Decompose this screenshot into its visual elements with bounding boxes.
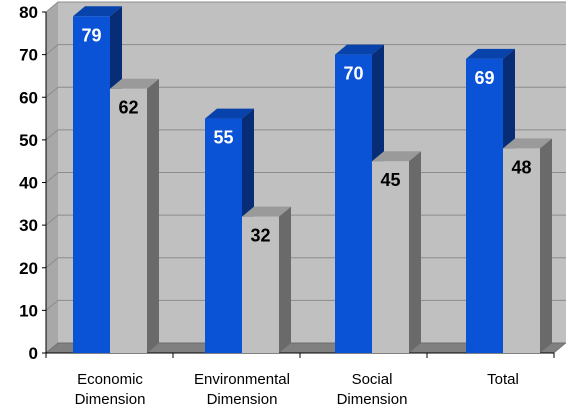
gridline [45,44,566,56]
data-label: 79 [81,25,101,45]
x-category-label: Dimension [207,391,278,408]
bar-top [372,151,421,162]
data-label: 45 [380,170,400,190]
x-category-label: Social [352,371,393,388]
data-label: 62 [118,98,138,118]
data-label: 32 [250,226,270,246]
bar [205,118,242,353]
y-tick-label: 40 [19,174,38,193]
y-tick-label: 60 [19,88,38,107]
bar [466,58,503,353]
gridline [45,1,566,13]
bar-top [503,138,552,149]
y-tick-label: 30 [19,216,38,235]
y-tick-label: 80 [19,3,38,22]
bar-top [335,44,384,55]
bar-side [409,151,421,353]
x-axis-categories: Economic Dimension Environmental Dimension S… [45,353,555,408]
bar-side [147,78,159,353]
y-tick-label: 70 [19,46,38,65]
x-category-label: Dimension [75,391,146,408]
data-labels: 79 62 55 32 70 45 69 48 [81,25,531,245]
gridline [45,86,566,98]
bar [503,148,540,353]
bar [110,88,147,353]
bar-top [242,206,291,217]
bar-side [540,138,552,353]
y-tick-label: 0 [29,344,38,363]
data-label: 55 [213,128,233,148]
x-category-label: Environmental [194,371,290,388]
bars [73,6,552,353]
data-label: 70 [343,64,363,84]
bar-top [466,48,515,59]
x-category-label: Economic [77,371,143,388]
bar [242,216,279,353]
bar-top [205,108,254,119]
bar [73,16,110,353]
bar-top [110,78,159,89]
bar [372,161,409,353]
bar-top [73,6,122,17]
y-tick-label: 20 [19,259,38,278]
data-label: 69 [474,68,494,88]
bar-side [279,206,291,353]
bar [335,54,372,353]
data-label: 48 [511,157,531,177]
y-axis-ticks: 0 10 20 30 40 50 60 70 80 [19,3,47,363]
x-category-label: Total [487,371,519,388]
y-tick-label: 10 [19,301,38,320]
gridline [45,129,566,141]
y-tick-label: 50 [19,131,38,150]
x-category-label: Dimension [337,391,408,408]
